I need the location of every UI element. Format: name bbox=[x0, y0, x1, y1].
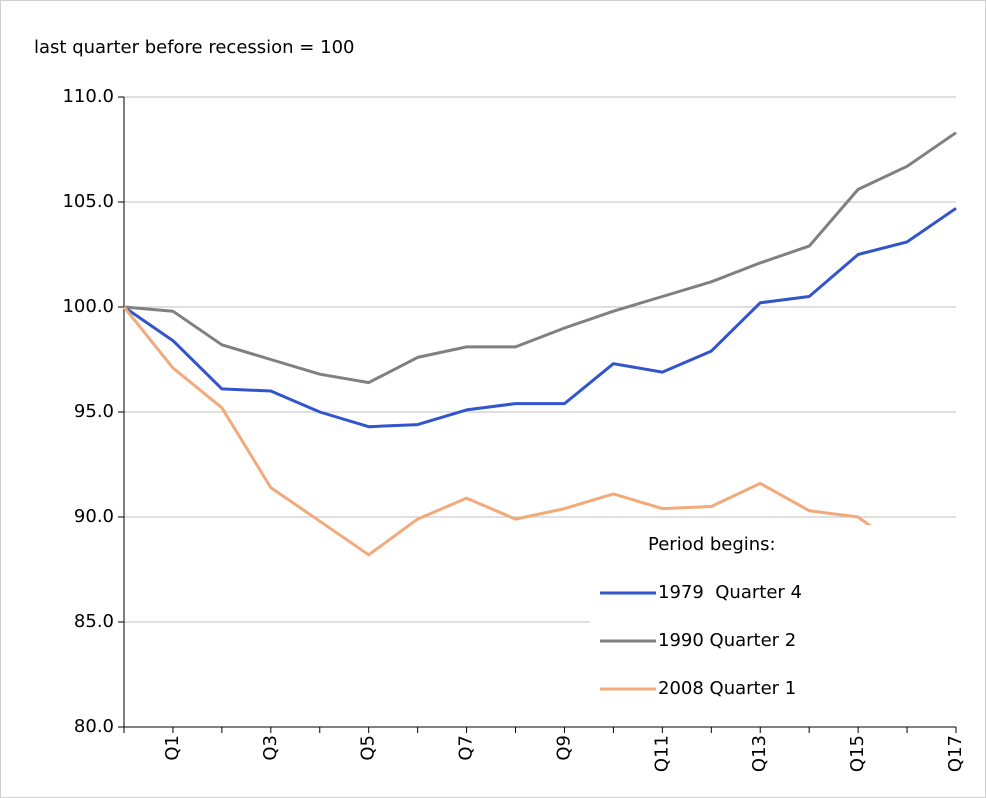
legend-label: 1990 Quarter 2 bbox=[658, 630, 796, 651]
x-tick-label: Q3 bbox=[260, 735, 281, 761]
y-tick-label: 105.0 bbox=[62, 191, 114, 212]
y-tick-label: 100.0 bbox=[62, 296, 114, 317]
series-line bbox=[122, 306, 957, 586]
x-tick-label: Q17 bbox=[945, 735, 966, 772]
legend-label: 1979 Quarter 4 bbox=[658, 582, 802, 603]
x-tick-label: Q5 bbox=[358, 735, 379, 761]
x-tick-label: Q9 bbox=[553, 735, 574, 761]
legend-title: Period begins: bbox=[648, 534, 776, 555]
legend-box bbox=[590, 525, 960, 715]
x-tick-label: Q1 bbox=[162, 735, 183, 761]
series-line bbox=[123, 207, 957, 429]
series-line bbox=[123, 131, 957, 385]
y-tick-label: 90.0 bbox=[74, 506, 114, 527]
x-tick-label: Q13 bbox=[749, 735, 770, 772]
x-tick-label: Q15 bbox=[847, 735, 868, 772]
y-tick-label: 95.0 bbox=[74, 401, 114, 422]
y-tick-label: 85.0 bbox=[74, 611, 114, 632]
chart-subtitle: last quarter before recession = 100 bbox=[34, 37, 354, 58]
y-tick-label: 80.0 bbox=[74, 716, 114, 737]
x-tick-label: Q11 bbox=[651, 735, 672, 772]
y-tick-label: 110.0 bbox=[62, 86, 114, 107]
legend: Period begins: 1979 Quarter 4 1990 Quarter… bbox=[590, 525, 960, 715]
legend-label: 2008 Quarter 1 bbox=[658, 678, 796, 699]
x-tick-label: Q7 bbox=[456, 735, 477, 761]
